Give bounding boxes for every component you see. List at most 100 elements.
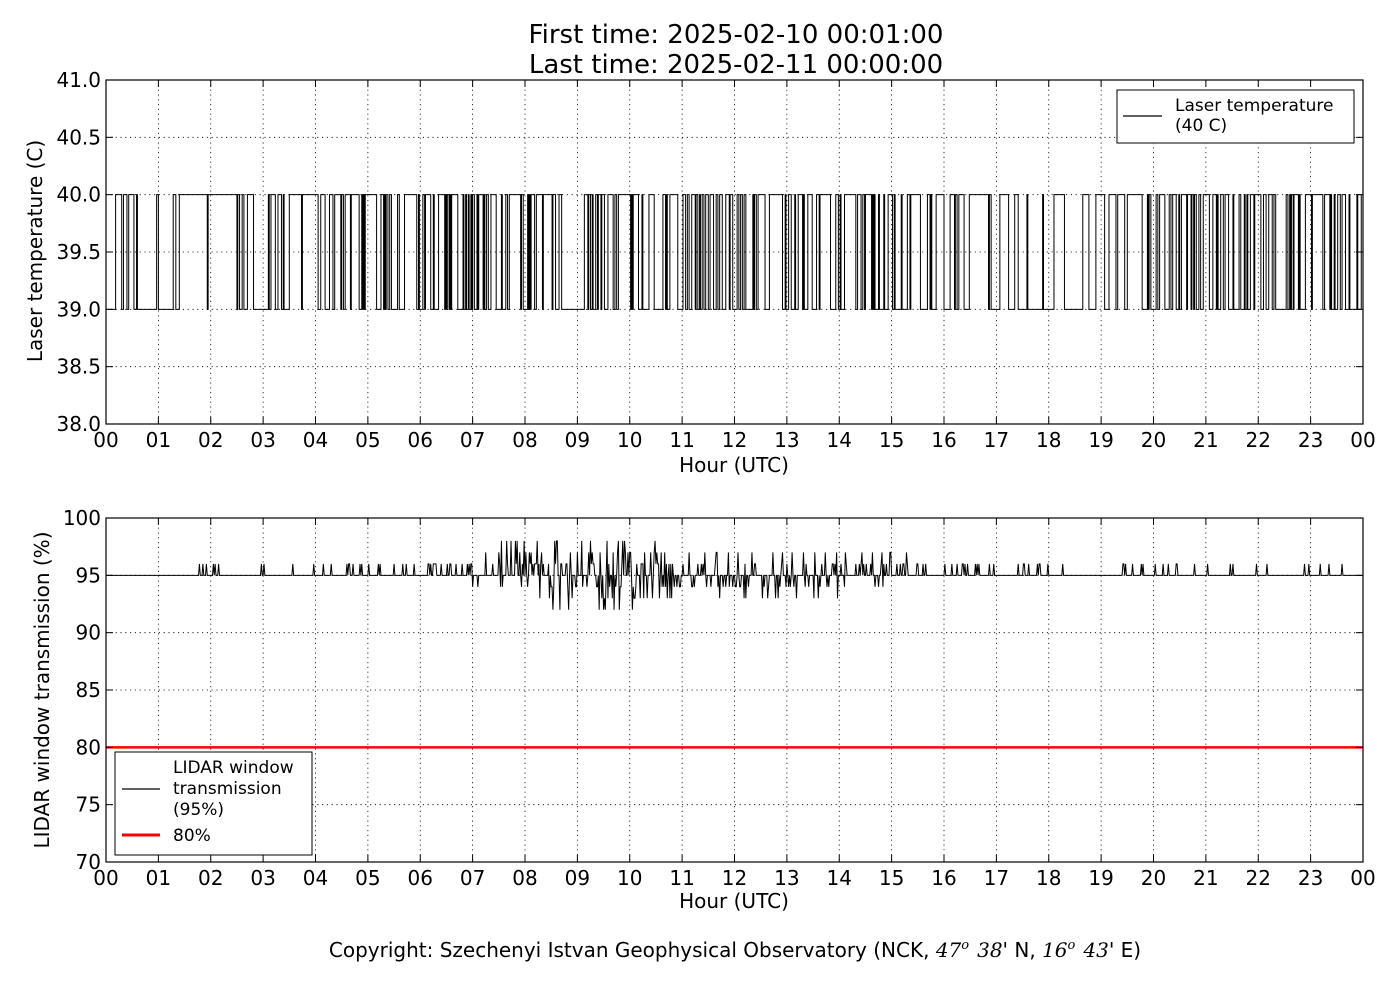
transmission-xtick-label: 18 (1036, 866, 1061, 890)
transmission-ytick-label: 70 (76, 850, 101, 874)
temperature-xtick-label: 11 (669, 428, 694, 452)
temperature-xtick-label: 22 (1246, 428, 1271, 452)
temperature-xtick-label: 00 (93, 428, 118, 452)
legend-label-line: (40 C) (1175, 116, 1227, 136)
temperature-ytick-label: 40.5 (56, 125, 101, 149)
legend-label-line: Laser temperature (1175, 96, 1333, 116)
transmission-legend: LIDAR window transmission (95%) 80% (114, 751, 313, 856)
transmission-xtick-label: 14 (827, 866, 852, 890)
temperature-xtick-label: 13 (774, 428, 799, 452)
copyright-lon-degree-symbol: o (1068, 938, 1076, 953)
transmission-xtick-label: 21 (1193, 866, 1218, 890)
copyright-lon-min: 43 (1082, 938, 1108, 962)
transmission-xtick-label: 03 (250, 866, 275, 890)
temperature-xtick-label: 02 (198, 428, 223, 452)
temperature-xtick-label: 09 (565, 428, 590, 452)
temperature-ytick-label: 40.0 (56, 183, 101, 207)
temperature-xtick-label: 17 (984, 428, 1009, 452)
temperature-legend: Laser temperature (40 C) (1116, 89, 1355, 144)
transmission-xtick-label: 20 (1141, 866, 1166, 890)
temperature-ytick-label: 39.5 (56, 240, 101, 264)
copyright-lon-suffix: ' E) (1109, 938, 1141, 962)
threshold-legend-label: 80% (173, 826, 211, 846)
copyright-lat-deg: 47 (935, 938, 962, 962)
temperature-xtick-label: 00 (1350, 428, 1375, 452)
temperature-xtick-label: 01 (146, 428, 171, 452)
transmission-series-line (106, 540, 1363, 610)
copyright-lat-degree-symbol: o (961, 938, 969, 953)
transmission-legend-box (114, 751, 313, 856)
legend-label-line: LIDAR window (173, 758, 294, 778)
temperature-ytick-label: 38.5 (56, 355, 101, 379)
transmission-ticks (105, 517, 1364, 863)
temperature-xtick-label: 10 (617, 428, 642, 452)
transmission-ytick-label: 100 (63, 506, 101, 530)
transmission-xtick-label: 01 (146, 866, 171, 890)
temperature-xtick-label: 14 (827, 428, 852, 452)
transmission-xtick-label: 16 (931, 866, 956, 890)
temperature-xtick-label: 07 (460, 428, 485, 452)
temperature-chart: 00 01 02 03 04 05 06 07 08 09 10 11 12 13 14 15 16 17 18 19… (23, 68, 1376, 477)
temperature-xtick-label: 12 (722, 428, 747, 452)
transmission-xtick-label: 09 (565, 866, 590, 890)
transmission-xtick-labels: 00 01 02 03 04 05 06 07 08 09 10 11 12 13 14 15 16 17 18 19… (93, 866, 1375, 890)
temperature-xtick-labels: 00 01 02 03 04 05 06 07 08 09 10 11 12 13 14 15 16 17 18 19… (93, 428, 1375, 452)
temperature-xtick-label: 08 (512, 428, 537, 452)
legend-label-line: transmission (173, 779, 282, 799)
transmission-xtick-label: 08 (512, 866, 537, 890)
transmission-xtick-label: 23 (1298, 866, 1323, 890)
temperature-ytick-labels: 38.0 38.5 39.0 39.5 40.0 40.5 41.0 (56, 68, 101, 436)
transmission-ytick-label: 85 (76, 678, 101, 702)
transmission-xtick-label: 17 (984, 866, 1009, 890)
temperature-xtick-label: 06 (408, 428, 433, 452)
transmission-ytick-label: 90 (76, 621, 101, 645)
copyright-lon-deg: 16 (1042, 938, 1068, 962)
temperature-xtick-label: 05 (355, 428, 380, 452)
transmission-xtick-label: 12 (722, 866, 747, 890)
transmission-chart: 00 01 02 03 04 05 06 07 08 09 10 11 12 13 14 15 16 17 18 19… (30, 506, 1376, 913)
transmission-xtick-label: 22 (1246, 866, 1271, 890)
transmission-xtick-label: 00 (93, 866, 118, 890)
copyright-lat-suffix: ' N, (1003, 938, 1043, 962)
temperature-ytick-label: 38.0 (56, 412, 101, 436)
legend-label-line: 80% (173, 826, 211, 846)
temperature-xtick-label: 04 (303, 428, 328, 452)
temperature-xtick-label: 23 (1298, 428, 1323, 452)
transmission-xtick-label: 15 (879, 866, 904, 890)
transmission-xtick-label: 13 (774, 866, 799, 890)
figure-title-line1: First time: 2025-02-10 00:01:00 (529, 20, 944, 50)
copyright-prefix: Copyright: Szechenyi Istvan Geophysical … (329, 938, 936, 962)
temperature-ticks (105, 79, 1364, 425)
transmission-ytick-label: 80 (76, 735, 101, 759)
temperature-series (106, 194, 1363, 310)
legend-label-line: (95%) (173, 800, 224, 820)
transmission-xtick-label: 06 (408, 866, 433, 890)
transmission-ytick-label: 75 (76, 793, 101, 817)
temperature-xtick-label: 18 (1036, 428, 1061, 452)
temperature-xtick-label: 03 (250, 428, 275, 452)
temperature-ytick-label: 41.0 (56, 68, 101, 92)
transmission-xtick-label: 00 (1350, 866, 1375, 890)
transmission-ytick-label: 95 (76, 563, 101, 587)
copyright-lat-min: 38 (977, 938, 1002, 962)
transmission-xtick-label: 19 (1088, 866, 1113, 890)
temperature-xtick-label: 15 (879, 428, 904, 452)
temperature-y-axis-label: Laser temperature (C) (23, 140, 47, 362)
temperature-xtick-label: 20 (1141, 428, 1166, 452)
temperature-series-line (106, 194, 1363, 310)
transmission-ytick-labels: 70 75 80 85 90 95 100 (63, 506, 101, 874)
transmission-y-axis-label: LIDAR window transmission (%) (30, 532, 54, 849)
temperature-x-axis-label: Hour (UTC) (679, 453, 789, 477)
temperature-xtick-label: 19 (1088, 428, 1113, 452)
transmission-xtick-label: 10 (617, 866, 642, 890)
transmission-xtick-label: 11 (669, 866, 694, 890)
transmission-xtick-label: 04 (303, 866, 328, 890)
copyright-text: Copyright: Szechenyi Istvan Geophysical … (329, 938, 1141, 962)
transmission-xtick-label: 05 (355, 866, 380, 890)
transmission-series (106, 540, 1363, 749)
transmission-xtick-label: 07 (460, 866, 485, 890)
temperature-ytick-label: 39.0 (56, 297, 101, 321)
figure-title-line2: Last time: 2025-02-11 00:00:00 (529, 50, 943, 80)
transmission-xtick-label: 02 (198, 866, 223, 890)
